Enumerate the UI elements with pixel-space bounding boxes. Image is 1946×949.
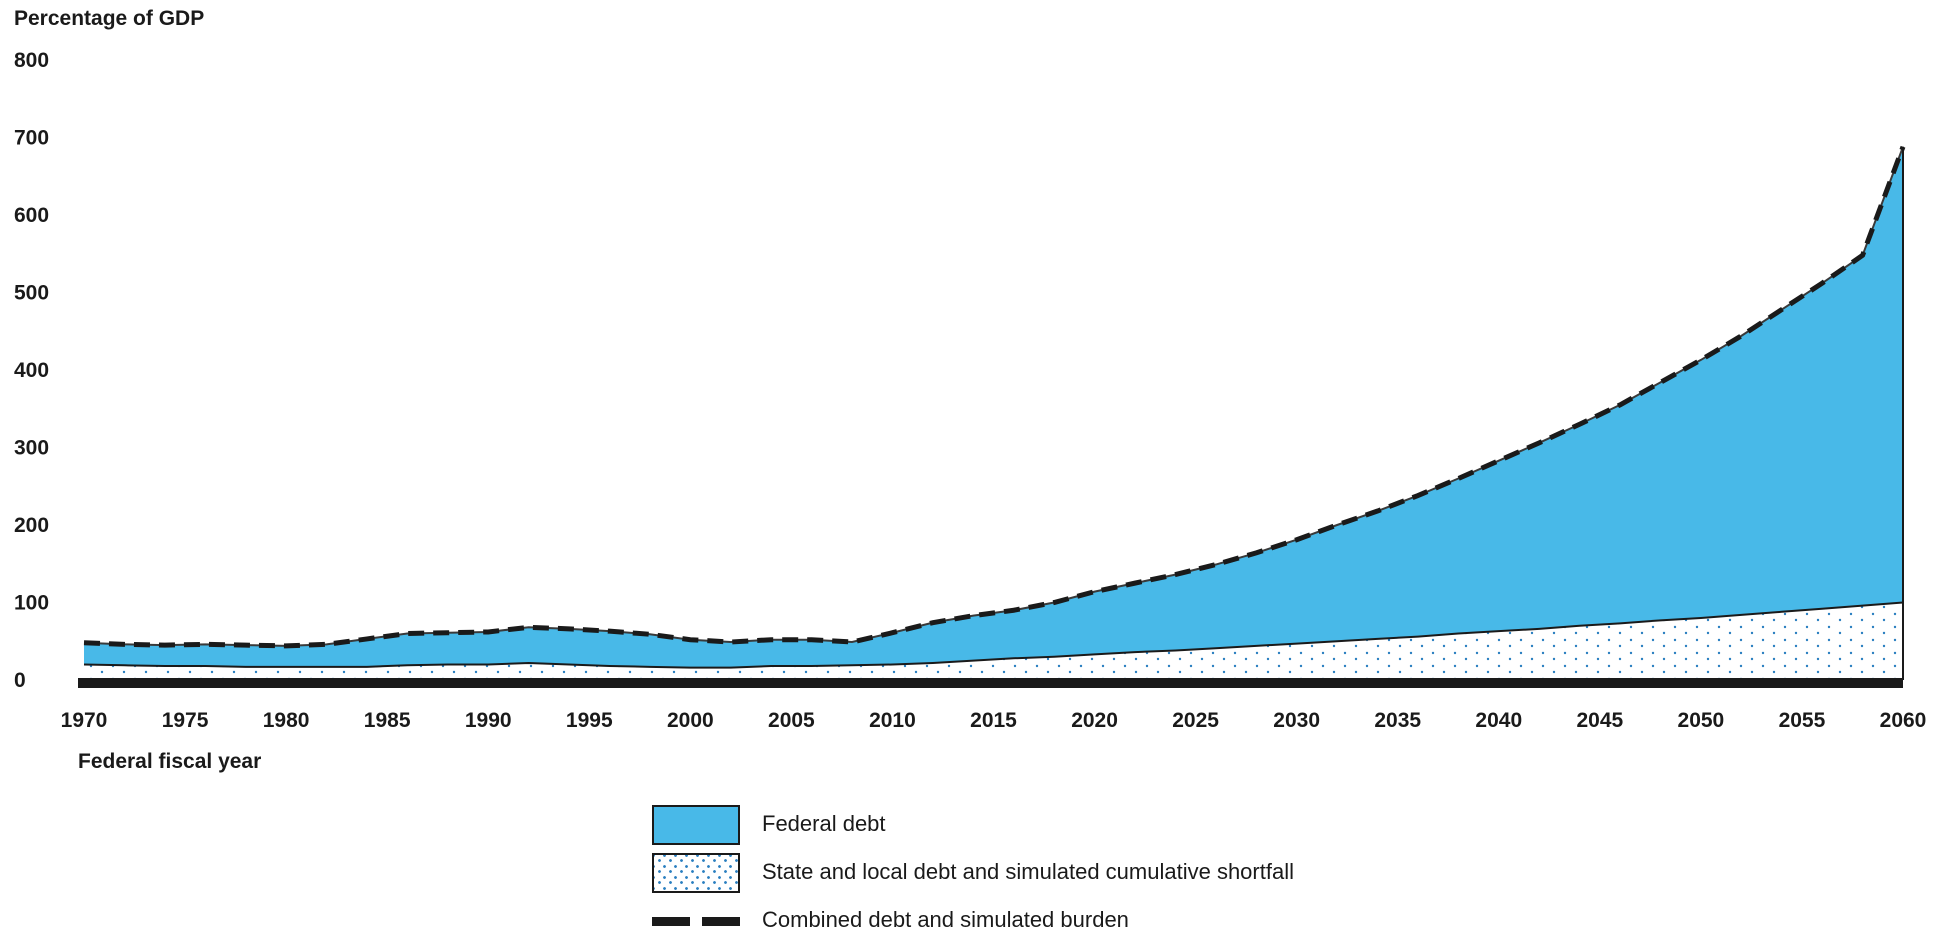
x-tick-label: 2010 (869, 709, 916, 732)
x-tick-label: 2015 (970, 709, 1017, 732)
x-axis-title: Federal fiscal year (78, 750, 261, 773)
legend-swatch-federal (652, 805, 740, 845)
state-local-boundary-line (83, 601, 1904, 669)
x-tick-label: 1975 (162, 709, 209, 732)
x-tick-label: 2005 (768, 709, 815, 732)
y-tick-label: 300 (14, 437, 49, 460)
area-chart: Percentage of GDP Federal fiscal year 0 1… (14, 7, 1927, 773)
legend-swatch-state (652, 853, 740, 893)
legend-label-combined: Combined debt and simulated burden (762, 907, 1129, 932)
y-tick-label: 600 (14, 204, 49, 227)
y-tick-label: 400 (14, 359, 49, 382)
legend-label-state: State and local debt and simulated cumul… (762, 859, 1294, 884)
x-tick-label: 1970 (61, 709, 108, 732)
state-local-area (84, 602, 1903, 680)
x-tick-label: 2045 (1576, 709, 1623, 732)
x-axis-ticks: 1970 1975 1980 1985 1990 1995 2000 2005 2010 2015… (61, 709, 1927, 732)
y-tick-label: 800 (14, 49, 49, 72)
x-tick-label: 1985 (364, 709, 411, 732)
x-tick-label: 2060 (1880, 709, 1927, 732)
y-axis-title: Percentage of GDP (14, 7, 204, 30)
x-tick-label: 2000 (667, 709, 714, 732)
x-tick-label: 1980 (263, 709, 310, 732)
x-tick-label: 2035 (1374, 709, 1421, 732)
x-tick-label: 1990 (465, 709, 512, 732)
x-tick-label: 2055 (1779, 709, 1826, 732)
combined-dashed-line (83, 145, 1906, 649)
legend-label-federal: Federal debt (762, 811, 886, 836)
federal-debt-area (84, 146, 1903, 668)
x-tick-label: 2030 (1273, 709, 1320, 732)
legend-swatch-combined (652, 917, 740, 926)
y-tick-label: 700 (14, 127, 49, 150)
x-tick-label: 1995 (566, 709, 613, 732)
plot-area (78, 145, 1906, 688)
x-tick-label: 2020 (1071, 709, 1118, 732)
y-tick-label: 500 (14, 282, 49, 305)
y-tick-label: 100 (14, 592, 49, 615)
x-tick-label: 2025 (1172, 709, 1219, 732)
x-tick-label: 2040 (1475, 709, 1522, 732)
y-tick-label: 0 (14, 669, 26, 692)
y-tick-label: 200 (14, 514, 49, 537)
y-axis-ticks: 0 100 200 300 400 500 600 700 800 (14, 49, 49, 692)
x-tick-label: 2050 (1678, 709, 1725, 732)
